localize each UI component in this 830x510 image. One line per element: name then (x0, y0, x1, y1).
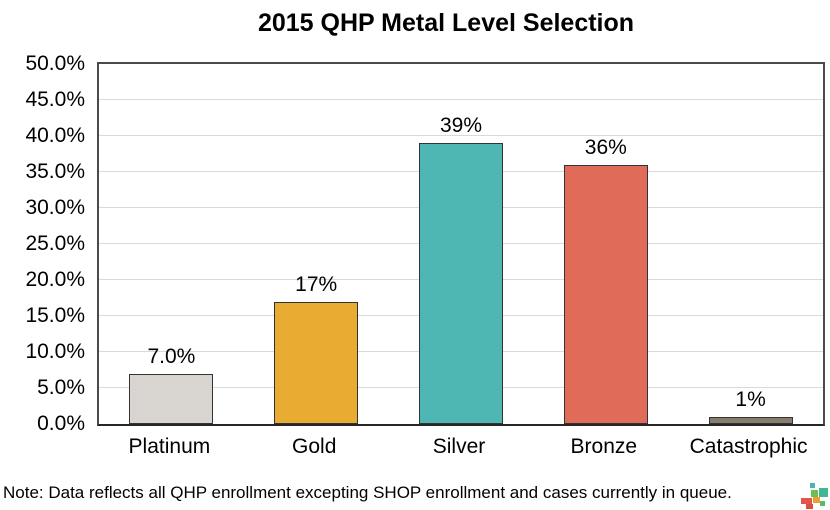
y-axis-tick-label: 40.0% (25, 124, 85, 147)
logo-block (813, 497, 820, 503)
bar-value-label-silver: 39% (439, 114, 482, 138)
y-axis-tick-label: 45.0% (25, 88, 85, 111)
x-axis-label-catastrophic: Catastrophic (689, 435, 808, 458)
x-axis-label-platinum: Platinum (128, 435, 211, 458)
bar-platinum (129, 373, 214, 424)
logo-block (819, 488, 828, 497)
gridline (99, 135, 823, 136)
pixel-mosaic-logo-icon (801, 481, 829, 509)
logo-block (810, 483, 815, 488)
y-axis-tick-label: 5.0% (37, 376, 85, 399)
plot-area: 7.0% 17% 39% 36% 1% (97, 62, 825, 426)
y-axis-tick-label: 35.0% (25, 160, 85, 183)
bar-gold (274, 301, 359, 424)
x-axis-labels: Platinum Gold Silver Bronze Catastrophic (97, 434, 821, 464)
y-axis-labels: 0.0% 5.0% 10.0% 15.0% 20.0% 25.0% 30.0% 35.0% 40… (0, 52, 85, 435)
y-axis-tick-label: 50.0% (25, 52, 85, 75)
y-axis-tick-label: 10.0% (25, 340, 85, 363)
chart-title: 2015 QHP Metal Level Selection (257, 9, 635, 37)
logo-block (806, 504, 813, 509)
bar-bronze (563, 164, 648, 424)
x-axis-label-bronze: Bronze (570, 435, 638, 458)
bar-value-label-platinum: 7.0% (147, 344, 196, 368)
bar-silver (419, 143, 503, 424)
logo-block (811, 490, 818, 497)
y-axis-tick-label: 0.0% (37, 412, 85, 435)
bar-value-label-gold: 17% (295, 272, 338, 296)
logo-block (801, 498, 812, 504)
y-axis-tick-label: 25.0% (25, 232, 85, 255)
gridline (99, 99, 823, 100)
x-axis-label-silver: Silver (432, 435, 486, 458)
note-text: Note: Data reflects all QHP enrollment e… (3, 483, 732, 502)
x-axis-label-gold: Gold (292, 435, 337, 458)
y-axis-tick-label: 20.0% (25, 268, 85, 291)
y-axis-tick-label: 15.0% (25, 304, 85, 327)
logo-block (820, 501, 825, 506)
bar-value-label-bronze: 36% (584, 135, 627, 159)
bar-catastrophic (708, 416, 793, 424)
y-axis-tick-label: 30.0% (25, 196, 85, 219)
bar-value-label-catastrophic: 1% (735, 387, 766, 411)
